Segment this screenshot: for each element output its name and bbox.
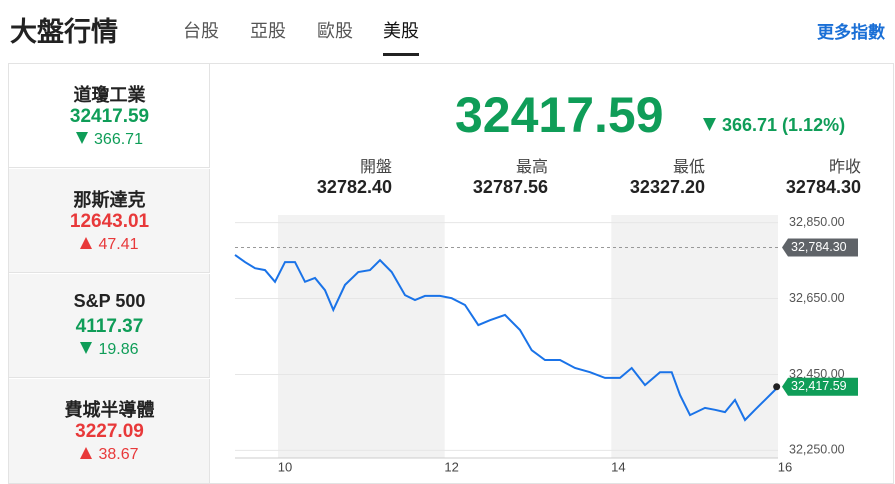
y-tick-label: 32,850.00 <box>789 215 845 229</box>
ref-tag <box>782 238 858 257</box>
arrow <box>80 237 93 249</box>
index-value: 3227.09 <box>75 421 144 442</box>
arrow <box>703 118 716 131</box>
index-value: 4117.37 <box>75 316 144 337</box>
index-change: 47.41 <box>9 236 210 254</box>
price-line <box>234 254 778 422</box>
title: 大盤行情 <box>10 17 118 47</box>
arrow <box>80 342 93 354</box>
last-tag <box>782 377 858 396</box>
index-card[interactable]: S&P 500 4117.37 19.86 <box>9 274 210 378</box>
index-name: 道瓊工業 <box>73 85 146 105</box>
last-dot <box>773 383 781 391</box>
detail-change: 366.71 (1.12%) <box>703 115 845 136</box>
index-card[interactable]: 道瓊工業 32417.59 366.71 <box>9 64 210 168</box>
x-tick-label: 12 <box>444 459 458 474</box>
index-name: 費城半導體 <box>64 400 155 420</box>
change-value: 366.71 (1.12%) <box>722 115 846 135</box>
tab[interactable]: 歐股 <box>317 21 353 41</box>
y-tick-label: 32,250.00 <box>789 443 845 457</box>
last-label: 32,417.59 <box>791 379 847 393</box>
stat-label: 最高 <box>515 159 548 176</box>
shade-band <box>611 215 778 458</box>
index-change: 366.71 <box>9 131 210 149</box>
stat-label: 最低 <box>672 159 705 176</box>
shade-band <box>278 215 445 458</box>
detail-value: 32417.59 <box>455 87 664 143</box>
index-value: 32417.59 <box>69 106 150 127</box>
tab[interactable]: 美股 <box>383 17 419 56</box>
change-value: 366.71 <box>94 131 143 148</box>
y-tick-label: 32,450.00 <box>789 367 845 381</box>
index-name: S&P 500 <box>73 291 146 311</box>
arrow <box>80 447 93 459</box>
arrow <box>76 132 89 144</box>
index-value: 12643.01 <box>69 211 150 232</box>
x-tick-label: 16 <box>778 459 792 474</box>
ref-label: 32,784.30 <box>791 240 847 254</box>
stat-value: 32784.30 <box>785 177 861 197</box>
index-card[interactable]: 費城半導體 3227.09 38.67 <box>9 379 210 484</box>
change-value: 38.67 <box>98 446 139 463</box>
stat-value: 32787.56 <box>472 177 548 197</box>
change-value: 47.41 <box>98 236 139 253</box>
tab[interactable]: 亞股 <box>250 21 286 41</box>
change-value: 19.86 <box>98 341 139 358</box>
x-tick-label: 14 <box>611 459 625 474</box>
y-tick-label: 32,650.00 <box>789 291 845 305</box>
index-change: 38.67 <box>9 446 210 464</box>
index-card[interactable]: 那斯達克 12643.01 47.41 <box>9 169 210 273</box>
stat-value: 32782.40 <box>316 177 392 197</box>
tab[interactable]: 台股 <box>183 21 219 41</box>
stat-value: 32327.20 <box>629 177 705 197</box>
stat-label: 昨收 <box>828 159 861 176</box>
more-link[interactable]: 更多指數 <box>817 23 885 42</box>
index-name: 那斯達克 <box>73 190 146 210</box>
stat-label: 開盤 <box>359 159 392 176</box>
x-tick-label: 10 <box>278 459 292 474</box>
index-change: 19.86 <box>9 341 210 359</box>
